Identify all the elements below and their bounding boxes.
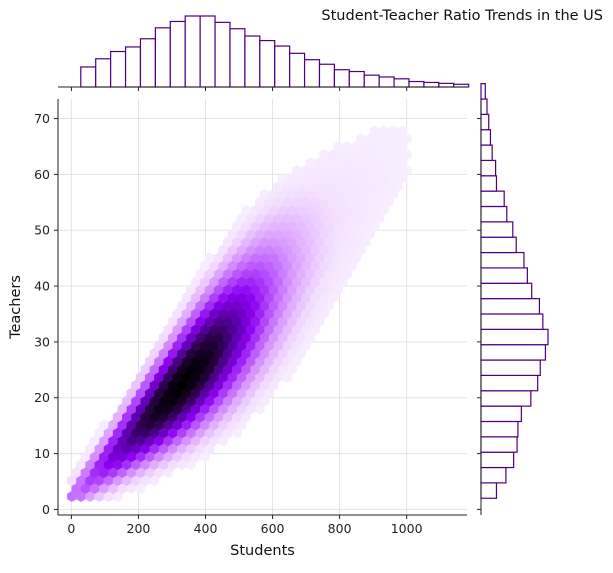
marginal-x-bar (378, 76, 395, 88)
marginal-x-bar (214, 21, 231, 88)
marginal-y-bar (480, 159, 497, 177)
marginal-x-bar (303, 59, 321, 88)
chart-title: Student-Teacher Ratio Trends in the US (321, 8, 603, 24)
marginal-x-bar (80, 66, 97, 88)
marginal-y-bar (480, 359, 541, 377)
x-axis-label: Students (230, 543, 295, 559)
marginal-y-bar (480, 405, 522, 423)
marginal-y-bar (480, 313, 544, 330)
y-axis-label: Teachers (8, 275, 24, 340)
y-tick-label: 10 (34, 446, 50, 461)
marginal-x-bar (423, 81, 440, 88)
marginal-x-bar (244, 35, 261, 88)
x-tick-label: 800 (328, 521, 352, 536)
marginal-y-bar (480, 436, 518, 453)
x-tick-label: 200 (127, 521, 151, 536)
y-tick-label: 60 (34, 167, 50, 182)
x-tick-label: 400 (194, 521, 218, 536)
y-tick-label: 30 (34, 334, 50, 349)
marginal-x-bar (139, 38, 156, 88)
y-tick-label: 70 (34, 111, 50, 126)
marginal-x-bar (408, 80, 425, 88)
marginal-y-bar (480, 83, 486, 100)
marginal-y-bar (480, 236, 517, 254)
marginal-y-bar (480, 344, 547, 361)
marginal-y-bar (480, 328, 549, 346)
marginal-y-bar (480, 482, 498, 499)
marginal-x-bar (259, 39, 276, 88)
marginal-x-bar (363, 74, 380, 88)
marginal-y-bar (480, 282, 533, 300)
marginal-y-bar (480, 390, 532, 407)
marginal-x-bar (110, 50, 127, 88)
marginal-y-bar (480, 129, 492, 146)
marginal-y-bar (480, 420, 519, 438)
x-tick-label: 1000 (391, 521, 423, 536)
marginal-y-bar (480, 298, 541, 315)
marginal-y-bar (480, 190, 505, 208)
marginal-x-bar (393, 78, 410, 88)
hexbin-layer (66, 125, 412, 502)
y-tick-label: 50 (34, 223, 50, 238)
marginal-y-bar (480, 98, 488, 115)
marginal-y-bar (480, 221, 514, 238)
marginal-x-bar (95, 58, 112, 88)
marginal-x-bar (318, 63, 336, 88)
marginal-x-bar (124, 46, 142, 88)
marginal-x-bar (229, 28, 246, 88)
x-tick-label: 0 (67, 521, 75, 536)
marginal-y-bar (480, 251, 525, 269)
marginal-y-bar (480, 374, 539, 392)
marginal-x-bar (438, 82, 455, 88)
marginal-y-bar (480, 267, 528, 284)
x-tick-label: 600 (261, 521, 285, 536)
marginal-y-bar (480, 451, 515, 469)
marginal-x-bar (274, 45, 291, 88)
marginal-y-bar (480, 144, 493, 162)
marginal-y-bar (480, 205, 508, 223)
marginal-y-histogram (480, 83, 549, 499)
marginal-x-bar (184, 15, 201, 88)
marginal-x-bar (289, 52, 306, 88)
marginal-x-bar (333, 69, 350, 88)
y-tick-label: 20 (34, 390, 50, 405)
marginal-y-bar (480, 466, 507, 484)
marginal-x-bar (348, 70, 365, 88)
hexbin-cell (397, 125, 407, 137)
marginal-x-bar (199, 15, 216, 88)
marginal-x-histogram (80, 15, 470, 88)
marginal-y-bar (480, 113, 490, 131)
y-tick-label: 40 (34, 279, 50, 294)
y-tick-label: 0 (42, 502, 50, 517)
marginal-x-bar (154, 27, 171, 88)
marginal-x-bar (169, 20, 186, 88)
marginal-y-bar (480, 175, 498, 192)
